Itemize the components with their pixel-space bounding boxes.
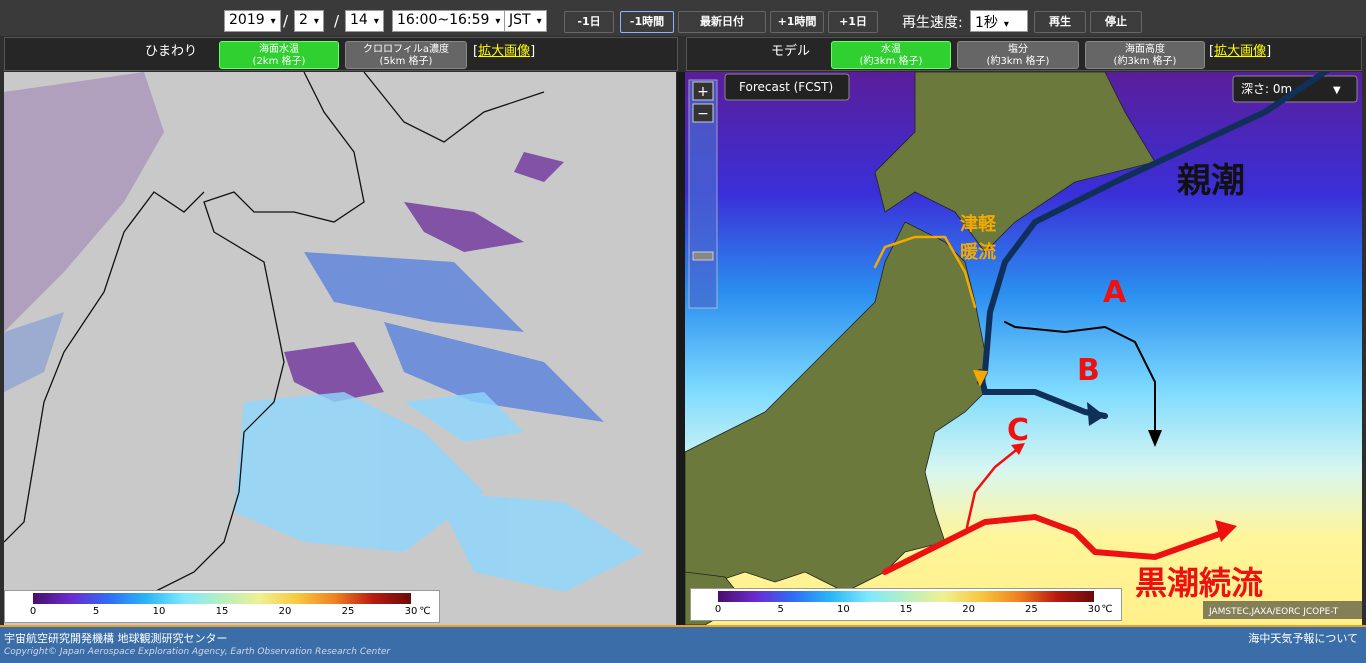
colorbar-tick-label: 30 — [1087, 604, 1101, 615]
colorbar: 0 5 10 15 20 25 30 ℃ — [690, 588, 1122, 621]
annotation: B — [1077, 353, 1100, 388]
link-text[interactable]: 拡大画像 — [478, 44, 531, 59]
credit: JAMSTEC,JAXA/EORC JCOPE-T — [1208, 607, 1339, 617]
tab-subtitle: (約3km 格子) — [1113, 56, 1177, 67]
tab-subtitle: (約3km 格子) — [859, 56, 923, 67]
panel-label: モデル — [771, 44, 811, 59]
tab[interactable]: 海面高度 (約3km 格子) — [1085, 41, 1205, 69]
colorbar-unit: ℃ — [1101, 604, 1113, 615]
colorbar: 0 5 10 15 20 25 30 ℃ — [4, 590, 440, 623]
bracket: ] — [1266, 44, 1272, 59]
tab[interactable]: 海面水温 (2km 格子) — [219, 41, 339, 69]
colorbar-tick-label: 25 — [341, 606, 355, 617]
button[interactable]: +1時間 — [770, 11, 824, 33]
left-panel-header: ひまわり 海面水温 (2km 格子) クロロフィルa濃度 (5km 格子) [拡大画像… — [4, 37, 678, 71]
enlarge-link[interactable]: [拡大画像] — [1209, 40, 1271, 59]
model-map: Forecast (FCST) + − 深さ: 0m ▼ 親潮 津軽 暖流 A B… — [685, 72, 1362, 625]
colorbar-gradient — [718, 591, 1094, 602]
annotation: C — [1007, 413, 1029, 448]
separator: / — [283, 12, 289, 30]
bracket: [ — [473, 44, 479, 59]
enlarge-link[interactable]: [拡大画像] — [473, 40, 535, 59]
speed-label: 再生速度: — [902, 15, 963, 31]
colorbar-tick-label: 15 — [215, 606, 229, 617]
toolbar: 2019 / 2 / 14 16:00~16:59 JST -1日 -1時間 最… — [0, 0, 1366, 36]
satellite-map — [4, 72, 676, 625]
zoom-in[interactable]: + — [697, 84, 709, 100]
tab-subtitle: (5km 格子) — [379, 56, 433, 67]
timezone-select[interactable]: JST — [504, 10, 547, 32]
copyright: Copyright© Japan Aerospace Exploration A… — [4, 647, 391, 657]
annotation: 黒潮続流 — [1135, 564, 1263, 602]
mode-label: Forecast (FCST) — [739, 80, 833, 94]
play-button[interactable]: 再生 — [1034, 11, 1086, 33]
tab-title: 海面水温 — [259, 44, 299, 55]
depth-select[interactable]: 深さ: 0m — [1241, 82, 1292, 96]
colorbar-tick-label: 20 — [278, 606, 292, 617]
link-text[interactable]: 拡大画像 — [1214, 44, 1267, 59]
tab[interactable]: クロロフィルa濃度 (5km 格子) — [345, 41, 467, 69]
annotation: A — [1103, 275, 1127, 310]
colorbar-tick-label: 5 — [92, 606, 100, 617]
annotation: 津軽 — [960, 213, 997, 235]
colorbar-tick-label: 0 — [714, 604, 722, 615]
button[interactable]: -1時間 — [620, 11, 674, 33]
month-select[interactable]: 2 — [294, 10, 324, 32]
right-panel-header: モデル 水温 (約3km 格子) 塩分 (約3km 格子) 海面高度 (約3km 格子) … — [686, 37, 1362, 71]
colorbar-tick-label: 5 — [777, 604, 784, 615]
bracket: [ — [1209, 44, 1215, 59]
bracket: ] — [530, 44, 536, 59]
colorbar-tick-label: 10 — [152, 606, 166, 617]
zoom-out[interactable]: − — [697, 106, 709, 122]
button[interactable]: 最新日付 — [678, 11, 766, 33]
about-link[interactable]: 海中天気予報について — [1248, 632, 1358, 645]
colorbar-tick-label: 15 — [899, 604, 913, 615]
colorbar-tick-label: 10 — [836, 604, 850, 615]
dropdown-arrow: ▼ — [1333, 85, 1341, 96]
colorbar-tick-label: 0 — [29, 606, 37, 617]
tab[interactable]: 水温 (約3km 格子) — [831, 41, 951, 69]
tab-subtitle: (2km 格子) — [252, 56, 306, 67]
colorbar-unit: ℃ — [419, 606, 431, 617]
colorbar-tick-label: 20 — [962, 604, 976, 615]
splitter[interactable] — [677, 72, 685, 625]
tab-title: 海面高度 — [1125, 44, 1165, 55]
panel-label: ひまわり — [145, 44, 198, 59]
annotation: 暖流 — [960, 241, 996, 263]
tab-title: 塩分 — [1008, 44, 1028, 55]
org-name: 宇宙航空研究開発機構 地球観測研究センター — [4, 632, 228, 645]
colorbar-tick-label: 30 — [404, 606, 418, 617]
speed-select[interactable]: 1秒 — [970, 10, 1028, 32]
day-select[interactable]: 14 — [345, 10, 384, 32]
hour-select[interactable]: 16:00~16:59 — [392, 10, 506, 32]
tab[interactable]: 塩分 (約3km 格子) — [957, 41, 1079, 69]
tab-title: クロロフィルa濃度 — [363, 44, 449, 55]
colorbar-tick-label: 25 — [1024, 604, 1038, 615]
colorbar-gradient — [33, 593, 411, 604]
footer: 宇宙航空研究開発機構 地球観測研究センター Copyright© Japan A… — [0, 625, 1366, 663]
button[interactable]: -1日 — [564, 11, 614, 33]
stop-button[interactable]: 停止 — [1090, 11, 1142, 33]
year-select[interactable]: 2019 — [224, 10, 281, 32]
annotation: 親潮 — [1177, 161, 1245, 201]
separator: / — [334, 12, 340, 30]
tab-subtitle: (約3km 格子) — [986, 56, 1050, 67]
tab-title: 水温 — [881, 44, 901, 55]
button[interactable]: +1日 — [828, 11, 878, 33]
